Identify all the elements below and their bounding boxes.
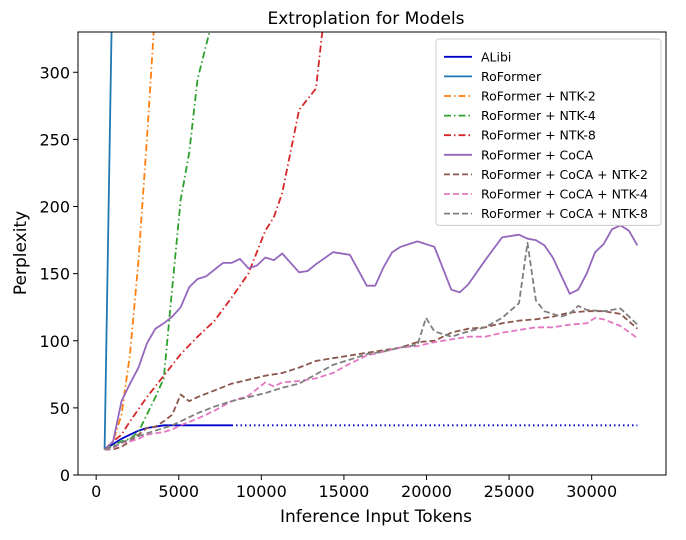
- legend-label-roformer-coca: RoFormer + CoCA: [481, 147, 594, 162]
- legend: ALibi RoFormer RoFormer + NTK-2 RoFormer + …: [435, 38, 662, 226]
- x-tick-label: 10000: [236, 482, 287, 501]
- series-line-roformer-coca-ntk-2: [104, 310, 638, 451]
- legend-label-roformer-ntk-8: RoFormer + NTK-8: [481, 128, 596, 143]
- plot-frame: [77, 31, 667, 476]
- y-tick-label: 100: [39, 332, 70, 351]
- x-tick-label: 5000: [158, 482, 199, 501]
- series-line-roformer-coca-ntk-4: [104, 317, 638, 451]
- y-tick-label: 250: [39, 130, 70, 149]
- x-tick-label: 30000: [566, 482, 617, 501]
- y-tick-label: 50: [50, 399, 70, 418]
- series-line-roformer-coca: [103, 224, 639, 451]
- y-tick-label: 200: [39, 198, 70, 217]
- y-tick-label: 150: [39, 265, 70, 284]
- legend-label-roformer-coca-ntk-4: RoFormer + CoCA + NTK-4: [481, 187, 648, 202]
- x-tick-label: 20000: [401, 482, 452, 501]
- y-axis-label: Perplexity: [11, 211, 31, 295]
- series-line-roformer: [103, 32, 113, 450]
- series-layer: [103, 32, 639, 451]
- series-line-roformer-ntk-4: [104, 32, 211, 451]
- legend-label-roformer-ntk-2: RoFormer + NTK-2: [481, 89, 596, 104]
- legend-label-roformer: RoFormer: [481, 69, 542, 84]
- chart-title: Extroplation for Models: [267, 9, 464, 29]
- series-line-roformer-coca-ntk-8: [104, 241, 639, 451]
- series-line-roformer-ntk-8: [103, 32, 324, 451]
- y-tick-label: 300: [39, 63, 70, 82]
- legend-box: [435, 38, 662, 226]
- legend-label-roformer-coca-ntk-2: RoFormer + CoCA + NTK-2: [481, 167, 648, 182]
- legend-label-roformer-coca-ntk-8: RoFormer + CoCA + NTK-8: [481, 206, 648, 221]
- x-tick-label: 25000: [484, 482, 535, 501]
- x-tick-label: 0: [91, 482, 101, 501]
- x-axis-label: Inference Input Tokens: [280, 507, 472, 527]
- x-tick-label: 15000: [318, 482, 369, 501]
- axes-layer: 0 5000 10000 15000 20000 25000 30000 0 50 100 150 2…: [39, 31, 667, 501]
- y-tick-label: 0: [60, 466, 70, 485]
- legend-label-roformer-ntk-4: RoFormer + NTK-4: [481, 108, 596, 123]
- legend-label-alibi: ALibi: [481, 49, 511, 64]
